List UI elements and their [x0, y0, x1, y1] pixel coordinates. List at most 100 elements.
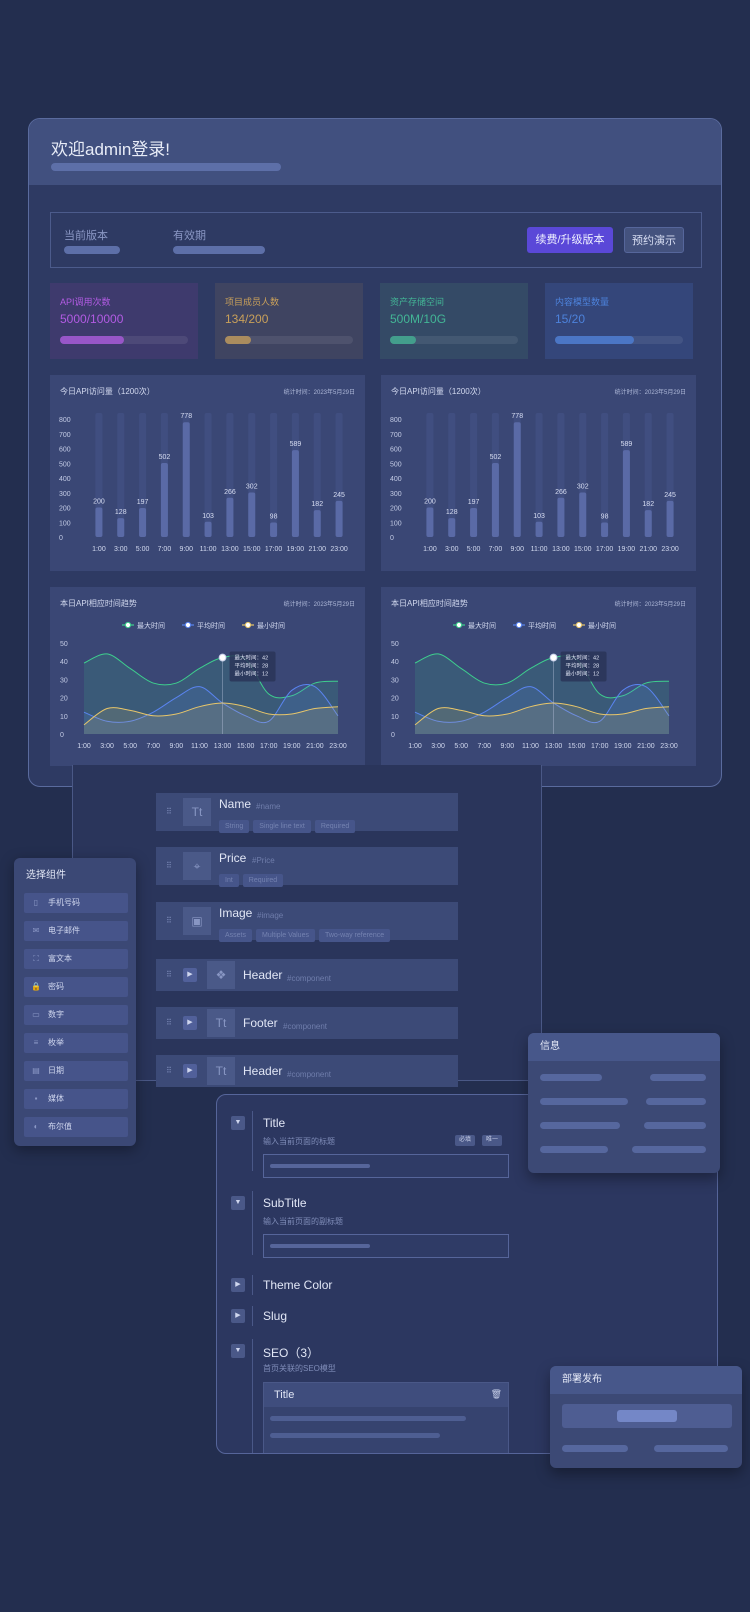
bar-value-label: 302	[246, 483, 258, 490]
bar	[579, 492, 587, 537]
model-fields-card: ⠿ Tt Name #name String Single line text Re…	[72, 765, 542, 1087]
x-tick-label: 9:00	[170, 743, 184, 750]
component-email[interactable]: ✉ 电子邮件	[24, 921, 128, 941]
bar-value-label: 266	[555, 489, 567, 496]
component-boolean[interactable]: ◐ 布尔值	[24, 1117, 128, 1137]
component-label: 日期	[48, 1066, 64, 1075]
drag-handle-icon[interactable]: ⠿	[166, 807, 172, 816]
x-tick-label: 9:00	[510, 546, 524, 553]
series-area	[84, 703, 338, 734]
x-tick-label: 3:00	[431, 743, 445, 750]
x-tick-label: 21:00	[637, 743, 655, 750]
bar-chart: 0 100 200 300 400 500 600 700 800 200 1:00 128 3:00 1…	[390, 413, 679, 553]
bar	[448, 518, 456, 537]
legend-label: 最大时间	[137, 621, 165, 630]
field-row-name[interactable]: ⠿ Tt Name #name String Single line text Re…	[156, 793, 458, 833]
renew-upgrade-button[interactable]: 续费/升级版本	[527, 227, 613, 253]
collapse-chevron-icon[interactable]: ▼	[231, 1344, 245, 1358]
field-tag: Required	[242, 874, 284, 887]
field-name: Header	[243, 968, 283, 982]
x-tick-label: 21:00	[639, 546, 657, 553]
bar-value-label: 502	[490, 454, 502, 461]
x-tick-label: 23:00	[330, 546, 348, 553]
x-tick-label: 13:00	[552, 546, 570, 553]
component-date[interactable]: ▤ 日期	[24, 1061, 128, 1081]
bar-background	[426, 413, 434, 537]
deploy-placeholder	[562, 1445, 628, 1452]
seo-label: SEO（3）	[263, 1346, 320, 1360]
line-chart-title: 本日API相应时间趋势	[391, 599, 468, 608]
seo-line-placeholder	[270, 1433, 440, 1438]
media-icon: ▪	[34, 1094, 38, 1103]
stat-card-members: 项目成员人数 134/200	[215, 283, 363, 359]
field-tag: Single line text	[253, 820, 311, 833]
component-label: 布尔值	[48, 1122, 72, 1131]
seo-line-placeholder	[270, 1416, 466, 1421]
drag-handle-icon[interactable]: ⠿	[166, 1066, 172, 1075]
expand-arrow-icon[interactable]: ▶	[183, 1064, 197, 1078]
y-tick-label: 400	[59, 476, 71, 483]
enum-icon: ≡	[33, 1038, 39, 1047]
x-tick-label: 19:00	[614, 743, 632, 750]
field-row-price[interactable]: ⠿ ⌖ Price #Price Int Required	[156, 847, 458, 887]
field-hash: #component	[287, 974, 332, 983]
bar	[226, 497, 234, 537]
subtitle-input[interactable]	[263, 1234, 509, 1258]
legend-marker	[455, 621, 463, 629]
y-tick-label: 800	[390, 417, 402, 424]
expand-arrow-icon[interactable]: ▶	[183, 1016, 197, 1030]
series-line	[83, 702, 339, 726]
stat-value: 15/20	[555, 312, 586, 326]
drag-handle-icon[interactable]: ⠿	[166, 916, 172, 925]
tooltip-line: 平均时间：28	[235, 662, 269, 670]
theme-color-label[interactable]: Theme Color	[263, 1278, 333, 1292]
collapse-chevron-icon[interactable]: ▼	[231, 1116, 245, 1130]
x-tick-label: 21:00	[308, 546, 326, 553]
info-card-title: 信息	[528, 1033, 720, 1061]
field-hash: #Price	[252, 856, 275, 865]
bar	[557, 497, 565, 537]
collapse-chevron-icon[interactable]: ▼	[231, 1196, 245, 1210]
legend-label: 最小时间	[588, 621, 616, 630]
component-phone[interactable]: ▯ 手机号码	[24, 893, 128, 913]
expand-arrow-icon[interactable]: ▶	[231, 1309, 245, 1323]
stat-label: 项目成员人数	[225, 297, 280, 307]
trash-icon[interactable]: 🗑	[490, 1389, 502, 1399]
line-chart-panel-left: 本日API相应时间趋势 统计时间：2023年5月29日 最大时间 平均时间 最小时间…	[50, 587, 365, 766]
hover-point	[218, 653, 227, 662]
dashboard-window: 欢迎admin登录! 当前版本 有效期 续费/升级版本 预约演示 API调用次数…	[28, 118, 722, 787]
x-tick-label: 21:00	[306, 743, 324, 750]
slug-label[interactable]: Slug	[263, 1309, 288, 1323]
deploy-button[interactable]	[562, 1404, 732, 1428]
y-tick-label: 700	[59, 432, 71, 439]
hover-point	[549, 653, 558, 662]
field-row-header-2[interactable]: ⠿ ▶ Tt Header #component	[156, 1055, 458, 1087]
drag-handle-icon[interactable]: ⠿	[166, 970, 172, 979]
stat-value: 500M/10G	[390, 312, 447, 326]
expand-arrow-icon[interactable]: ▶	[183, 968, 197, 982]
drag-handle-icon[interactable]: ⠿	[166, 861, 172, 870]
field-row-header[interactable]: ⠿ ▶ ❖ Header #component	[156, 959, 458, 991]
title-input[interactable]	[263, 1154, 509, 1178]
component-media[interactable]: ▪ 媒体	[24, 1089, 128, 1109]
expand-arrow-icon[interactable]: ▶	[231, 1278, 245, 1292]
field-row-footer[interactable]: ⠿ ▶ Tt Footer #component	[156, 1007, 458, 1039]
component-label: 密码	[48, 982, 64, 991]
legend-marker	[515, 621, 523, 629]
component-enum[interactable]: ≡ 枚举	[24, 1033, 128, 1053]
component-richtext[interactable]: ⛶ 富文本	[24, 949, 128, 969]
x-tick-label: 7:00	[489, 546, 503, 553]
series-area	[415, 684, 669, 734]
component-password[interactable]: 🔒 密码	[24, 977, 128, 997]
component-number[interactable]: ▭ 数字	[24, 1005, 128, 1025]
legend-marker	[575, 621, 583, 629]
bar	[513, 422, 521, 537]
book-demo-button[interactable]: 预约演示	[624, 227, 684, 253]
drag-handle-icon[interactable]: ⠿	[166, 1018, 172, 1027]
series-line	[414, 702, 670, 726]
component-label: 手机号码	[48, 898, 80, 907]
series-line	[414, 653, 670, 699]
field-row-image[interactable]: ⠿ ▣ Image #image Assets Multiple Values Tw…	[156, 902, 458, 942]
bar	[270, 522, 278, 537]
component-picker: 选择组件 ▯ 手机号码 ✉ 电子邮件 ⛶ 富文本 🔒 密码 ▭ 数字 ≡ 枚举 ▤ 日期 ▪ 媒…	[14, 858, 136, 1146]
